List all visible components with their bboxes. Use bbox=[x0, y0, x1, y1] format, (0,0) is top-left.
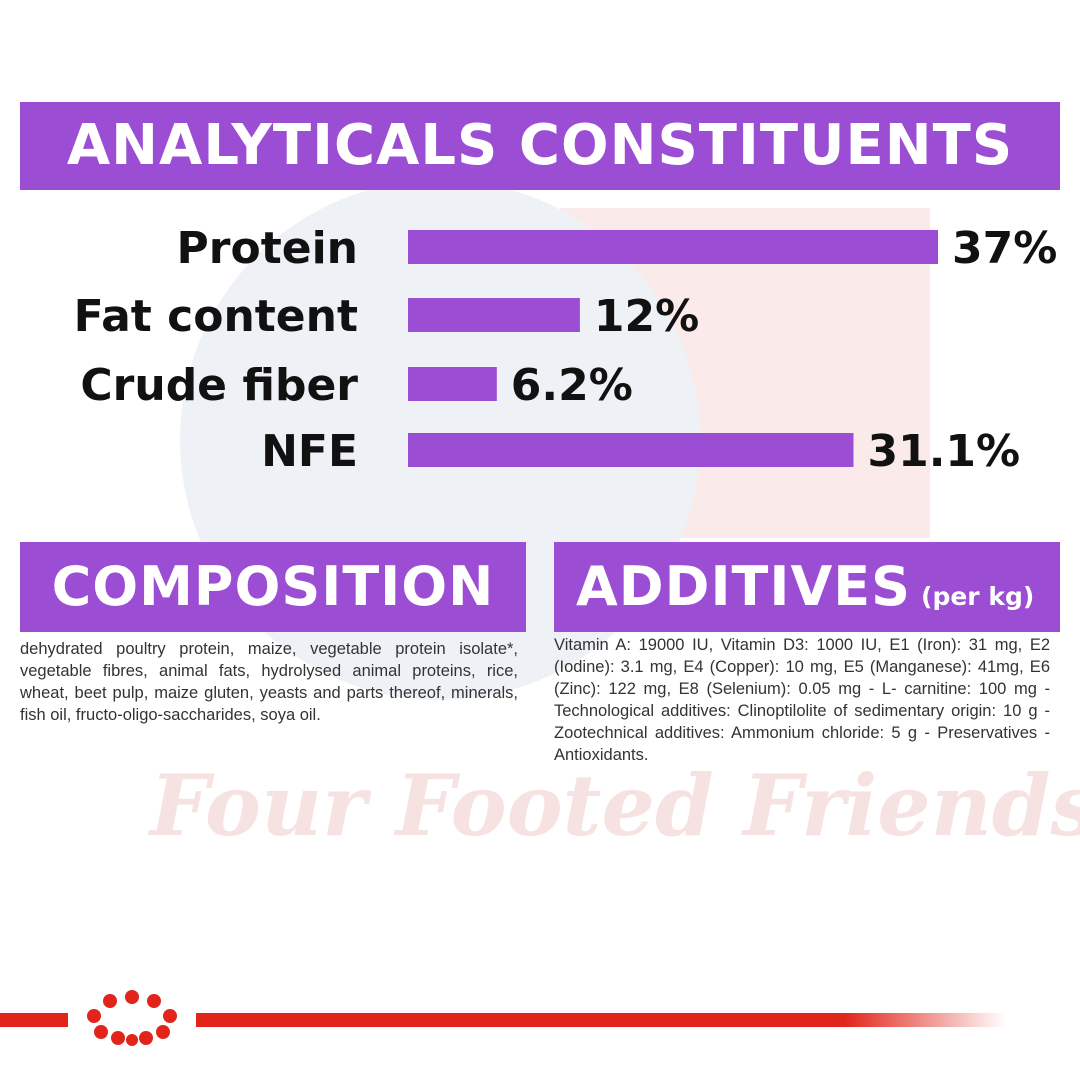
additives-title: ADDITIVES bbox=[576, 555, 912, 618]
value-label-protein: 37% bbox=[952, 223, 1057, 274]
footer-brand-strip bbox=[0, 990, 1006, 1046]
footer-line-left bbox=[0, 1013, 68, 1027]
additives-text: Vitamin A: 19000 IU, Vitamin D3: 1000 IU… bbox=[554, 636, 1050, 764]
additives-subtitle: (per kg) bbox=[921, 582, 1035, 611]
additives-title-banner: ADDITIVES (per kg) bbox=[554, 542, 1060, 632]
bar-protein bbox=[408, 230, 938, 264]
bar-crude-fiber bbox=[408, 367, 497, 401]
category-label-fat-content: Fat content bbox=[74, 291, 358, 342]
composition-title: COMPOSITION bbox=[51, 555, 495, 618]
value-label-nfe: 31.1% bbox=[867, 426, 1020, 477]
analytics-title-banner: ANALYTICALS CONSTITUENTS bbox=[20, 102, 1060, 190]
bar-fat-content bbox=[408, 298, 580, 332]
analytics-title: ANALYTICALS CONSTITUENTS bbox=[66, 113, 1014, 178]
bar-nfe bbox=[408, 433, 854, 467]
composition-text: dehydrated poultry protein, maize, veget… bbox=[20, 640, 518, 724]
value-label-fat-content: 12% bbox=[594, 291, 699, 342]
category-label-crude-fiber: Crude fiber bbox=[80, 360, 358, 411]
composition-title-banner: COMPOSITION bbox=[20, 542, 526, 632]
value-label-crude-fiber: 6.2% bbox=[511, 360, 633, 411]
crown-logo-icon bbox=[87, 990, 177, 1046]
category-label-nfe: NFE bbox=[261, 426, 358, 477]
footer-line-right bbox=[196, 1013, 1006, 1027]
category-label-protein: Protein bbox=[177, 223, 358, 274]
